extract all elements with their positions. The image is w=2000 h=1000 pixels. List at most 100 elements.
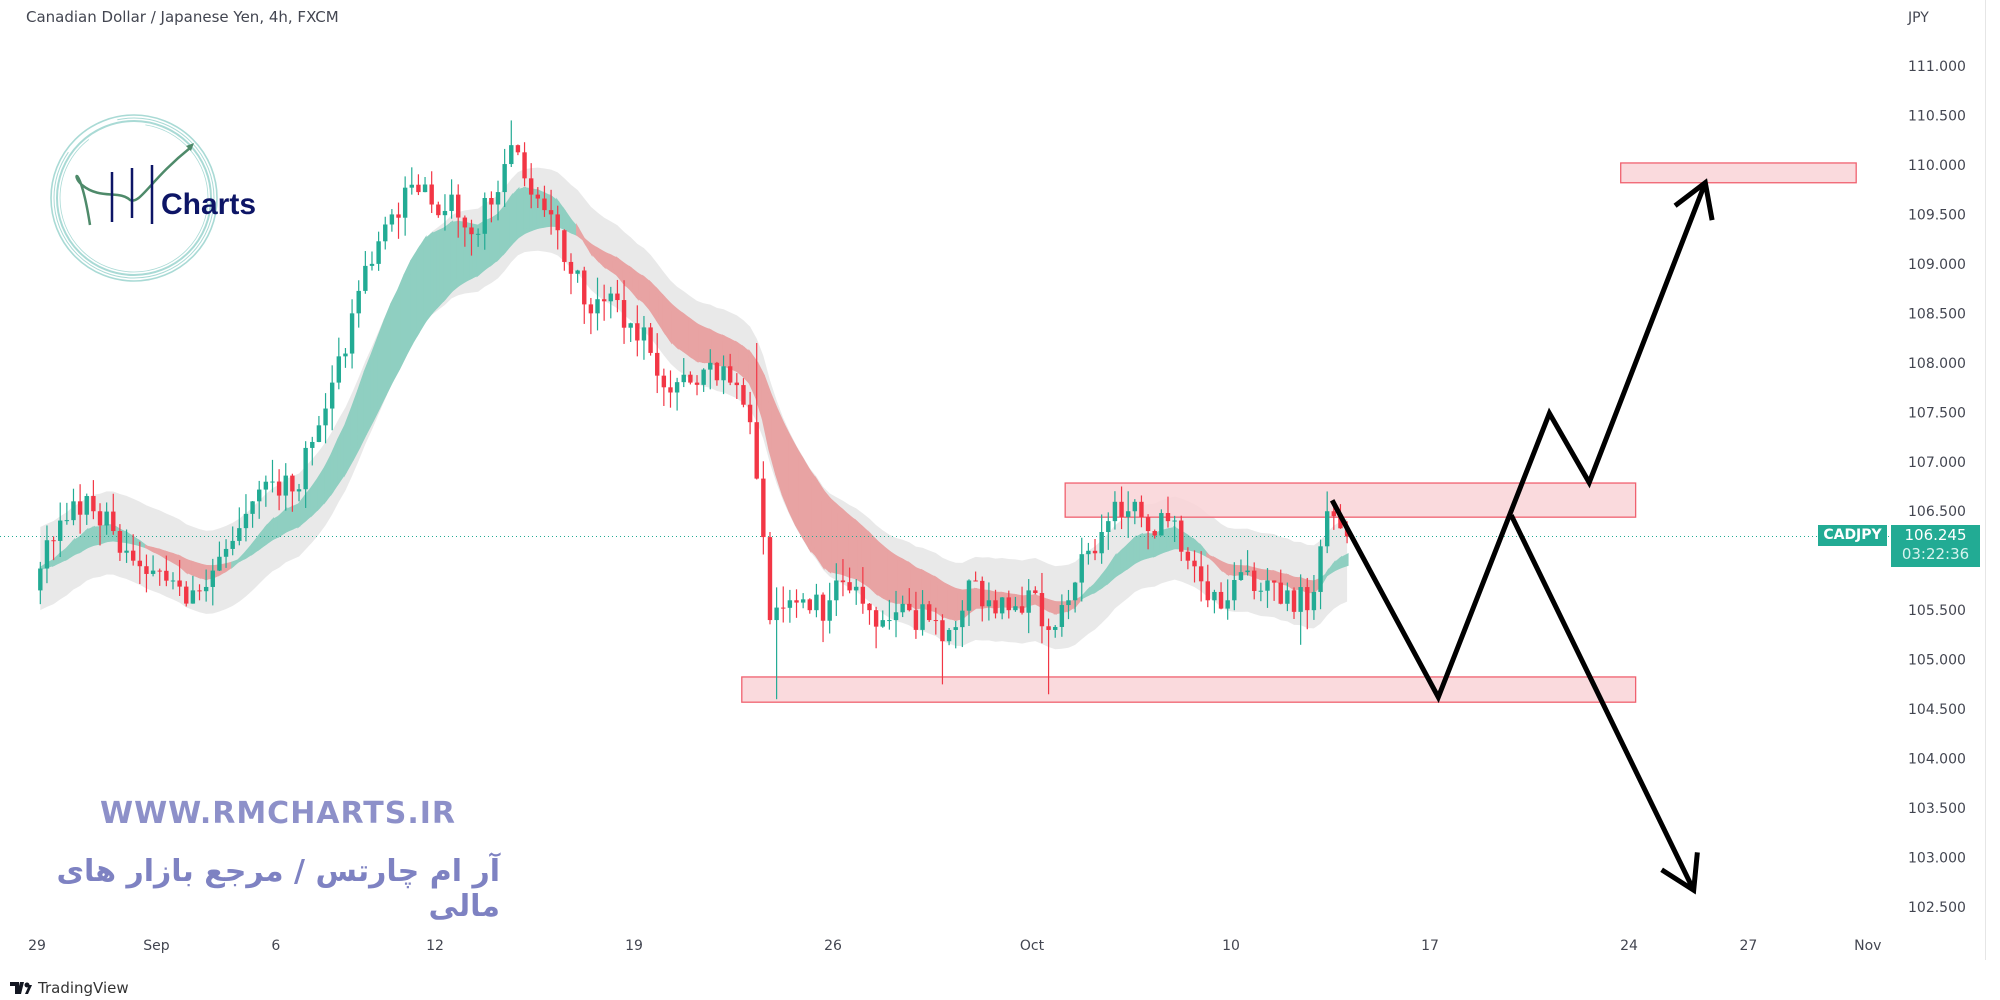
price-axis: JPY 102.500 103.000 103.500 104.000 104.500 10…	[28, 10, 1966, 954]
candle	[1145, 514, 1151, 550]
candle	[522, 142, 527, 187]
candle-body	[913, 610, 919, 630]
candle-body	[1291, 590, 1297, 612]
candle-body	[867, 603, 872, 611]
candle-body	[1039, 593, 1045, 627]
candle	[1305, 577, 1310, 630]
y-tick-label: 104.500	[1908, 702, 1966, 718]
candle	[157, 568, 162, 586]
candle	[1285, 582, 1290, 612]
x-tick-label: Sep	[143, 938, 170, 954]
candle-body	[58, 520, 63, 541]
candle	[1232, 562, 1237, 611]
y-tick-label: 106.500	[1908, 504, 1966, 520]
candle-body	[542, 198, 547, 211]
candle-body	[329, 382, 335, 409]
candle-body	[761, 478, 766, 538]
candle	[834, 563, 839, 616]
candle	[814, 583, 819, 618]
candle-body	[568, 261, 574, 274]
candle	[270, 459, 275, 493]
candle-body	[164, 570, 169, 581]
candle	[1198, 551, 1204, 602]
candle-body	[97, 511, 103, 526]
candle	[1298, 574, 1303, 645]
y-tick-label: 108.000	[1908, 356, 1966, 372]
candle	[1106, 512, 1111, 550]
y-tick-label: 108.500	[1908, 306, 1966, 322]
candle	[555, 205, 560, 250]
candle	[860, 567, 866, 614]
tradingview-logo-icon	[10, 982, 32, 994]
candle	[840, 559, 846, 597]
candle	[548, 189, 554, 235]
candle-body	[1019, 606, 1025, 613]
candle	[1252, 562, 1257, 600]
candle-body	[104, 511, 109, 526]
candle	[58, 502, 63, 558]
x-tick-label: 12	[426, 938, 444, 954]
candle	[1278, 569, 1283, 605]
candle-body	[502, 164, 507, 193]
candle	[1218, 582, 1224, 610]
candle	[714, 361, 720, 386]
y-tick-label: 110.000	[1908, 158, 1966, 174]
candle-body	[1192, 560, 1197, 567]
candle-body	[840, 580, 846, 583]
logo-ring	[53, 117, 215, 279]
candle-body	[794, 600, 799, 603]
candle-body	[1159, 513, 1164, 536]
candle-body	[781, 607, 786, 609]
candle-body	[641, 327, 647, 341]
x-tick-label: 6	[271, 938, 280, 954]
tradingview-brand[interactable]: TradingView	[10, 979, 129, 997]
candle-body	[363, 265, 368, 291]
candle	[873, 606, 879, 649]
candle	[1238, 559, 1244, 581]
candle	[111, 493, 116, 535]
candle-body	[111, 511, 116, 532]
candle-body	[907, 603, 912, 611]
candle-body	[575, 270, 580, 274]
candle	[250, 501, 255, 528]
candle-body	[887, 620, 892, 622]
candle	[674, 377, 680, 411]
candle-body	[940, 620, 945, 642]
candle	[1331, 507, 1337, 530]
candle	[535, 187, 541, 208]
candle	[1172, 515, 1177, 543]
candle	[900, 595, 905, 618]
candle	[77, 484, 83, 534]
candle	[708, 349, 713, 390]
candle	[369, 251, 375, 271]
candle	[1066, 589, 1071, 620]
candle-body	[482, 197, 487, 234]
candle-body	[893, 612, 899, 621]
candle-body	[741, 385, 746, 405]
candle	[628, 322, 633, 342]
candle-body	[469, 227, 474, 235]
x-tick-label: 24	[1620, 938, 1638, 954]
candle	[847, 567, 852, 594]
candle-body	[1059, 605, 1065, 627]
candle	[164, 555, 169, 587]
candle	[980, 576, 985, 622]
x-tick-label: 17	[1421, 938, 1439, 954]
candle	[1086, 542, 1091, 565]
candle-body	[1311, 591, 1317, 611]
candle-body	[1324, 511, 1330, 547]
candle	[44, 525, 50, 584]
candle-body	[688, 374, 693, 383]
candle-body	[1106, 521, 1111, 533]
price-axis-border	[1985, 0, 1986, 960]
candle	[794, 589, 799, 618]
candle	[767, 531, 773, 625]
candle	[343, 348, 348, 368]
candle	[940, 614, 945, 685]
y-tick-label: 109.000	[1908, 257, 1966, 273]
y-tick-label: 107.500	[1908, 405, 1966, 421]
candle-body	[203, 586, 209, 592]
candle	[986, 582, 992, 621]
candle	[781, 586, 786, 623]
